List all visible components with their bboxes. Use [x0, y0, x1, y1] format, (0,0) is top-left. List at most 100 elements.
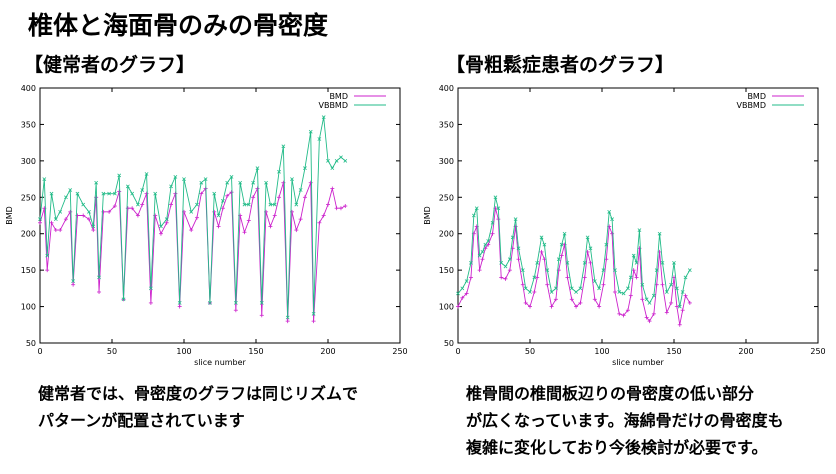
data-point-bmd: [669, 300, 674, 305]
healthy-caption: 健常者では、骨密度のグラフは同じリズムで パターンが配置されています: [38, 380, 358, 434]
data-point-bmd: [480, 257, 485, 262]
healthy-caption-line: パターンが配置されています: [38, 411, 245, 430]
data-point-vbbmd: [471, 213, 476, 218]
data-point-bmd: [460, 295, 465, 300]
data-point-bmd: [468, 275, 473, 280]
data-point-vbbmd: [330, 166, 335, 171]
x-tick-label: 150: [666, 347, 681, 356]
data-point-bmd: [687, 300, 692, 305]
data-point-bmd: [117, 189, 122, 194]
data-point-bmd: [199, 191, 204, 196]
data-point-bmd: [343, 204, 348, 209]
data-point-vbbmd: [634, 260, 639, 265]
y-tick-label: 250: [21, 193, 36, 202]
data-point-vbbmd: [91, 224, 96, 229]
data-point-vbbmd: [607, 209, 612, 214]
x-axis-label: slice number: [194, 358, 246, 367]
x-tick-label: 150: [248, 347, 263, 356]
y-tick-label: 300: [21, 157, 36, 166]
legend-label-bmd: BMD: [747, 92, 766, 101]
osteoporosis-caption-line: 複雑に変化しており今後検討が必要です。: [466, 438, 768, 457]
data-point-vbbmd: [268, 202, 273, 207]
y-axis-label: BMD: [423, 206, 432, 225]
data-point-bmd: [674, 304, 679, 309]
data-point-vbbmd: [71, 279, 76, 283]
data-point-bmd: [212, 209, 217, 214]
data-point-vbbmd: [562, 231, 567, 236]
data-point-vbbmd: [144, 172, 149, 176]
data-point-bmd: [680, 308, 685, 313]
data-point-bmd: [569, 297, 574, 302]
data-point-vbbmd: [631, 253, 636, 258]
data-point-vbbmd: [613, 268, 617, 273]
data-point-vbbmd: [53, 217, 58, 222]
osteoporosis-caption-line: 椎骨間の椎間板辺りの骨密度の低い部分: [466, 384, 755, 403]
data-point-bmd: [158, 231, 163, 236]
data-point-vbbmd: [610, 217, 614, 222]
data-point-vbbmd: [532, 275, 537, 280]
data-point-vbbmd: [290, 177, 294, 181]
data-point-vbbmd: [592, 279, 597, 283]
data-point-vbbmd: [75, 191, 80, 196]
y-tick-label: 150: [21, 266, 36, 275]
data-point-vbbmd: [523, 286, 528, 291]
data-point-vbbmd: [199, 180, 204, 185]
data-point-bmd: [321, 213, 326, 218]
data-point-bmd: [503, 276, 508, 281]
data-point-bmd: [677, 322, 682, 327]
healthy-chart-heading: 【健常者のグラフ】: [24, 54, 196, 76]
data-point-bmd: [520, 282, 525, 287]
data-point-vbbmd: [189, 209, 194, 214]
data-point-bmd: [194, 215, 199, 220]
x-tick-label: 200: [738, 347, 753, 356]
data-point-vbbmd: [259, 301, 264, 305]
data-point-bmd: [189, 228, 194, 233]
y-tick-label: 150: [439, 266, 454, 275]
data-point-vbbmd: [121, 297, 126, 302]
data-point-bmd: [220, 206, 225, 211]
data-point-vbbmd: [565, 260, 570, 265]
data-point-vbbmd: [683, 275, 688, 280]
data-point-vbbmd: [42, 177, 47, 181]
x-tick-label: 250: [810, 347, 825, 356]
data-point-vbbmd: [164, 217, 169, 222]
data-point-vbbmd: [672, 260, 676, 265]
data-point-vbbmd: [255, 166, 260, 171]
data-point-vbbmd: [159, 224, 163, 229]
data-point-vbbmd: [556, 257, 561, 262]
x-tick-label: 100: [594, 347, 609, 356]
data-point-bmd: [259, 313, 264, 318]
data-point-vbbmd: [212, 191, 217, 196]
data-point-bmd: [516, 257, 521, 262]
data-point-vbbmd: [687, 268, 692, 273]
data-point-bmd: [86, 217, 91, 222]
data-point-vbbmd: [486, 239, 491, 243]
data-point-bmd: [523, 300, 528, 305]
data-point-bmd: [338, 206, 343, 211]
data-point-vbbmd: [140, 188, 145, 192]
data-point-vbbmd: [101, 191, 106, 196]
data-point-bmd: [311, 319, 316, 324]
data-point-vbbmd: [477, 253, 482, 258]
data-point-vbbmd: [483, 242, 488, 247]
data-point-vbbmd: [520, 268, 525, 273]
legend-label-vbbmd: VBBMD: [318, 101, 348, 110]
x-tick-label: 50: [525, 347, 535, 356]
data-point-vbbmd: [574, 290, 578, 294]
y-tick-label: 100: [21, 303, 36, 312]
data-point-vbbmd: [528, 290, 532, 294]
data-point-bmd: [53, 228, 58, 233]
data-point-vbbmd: [285, 315, 290, 320]
data-point-vbbmd: [225, 180, 230, 185]
data-point-bmd: [334, 206, 339, 211]
data-point-bmd: [97, 290, 102, 294]
y-tick-label: 350: [439, 120, 454, 129]
data-point-vbbmd: [554, 286, 558, 291]
legend-label-bmd: BMD: [329, 92, 348, 101]
data-point-bmd: [225, 193, 230, 198]
data-point-vbbmd: [246, 202, 251, 207]
data-point-bmd: [539, 249, 544, 254]
data-point-bmd: [464, 291, 469, 296]
data-point-bmd: [58, 228, 63, 233]
data-point-vbbmd: [326, 158, 330, 163]
